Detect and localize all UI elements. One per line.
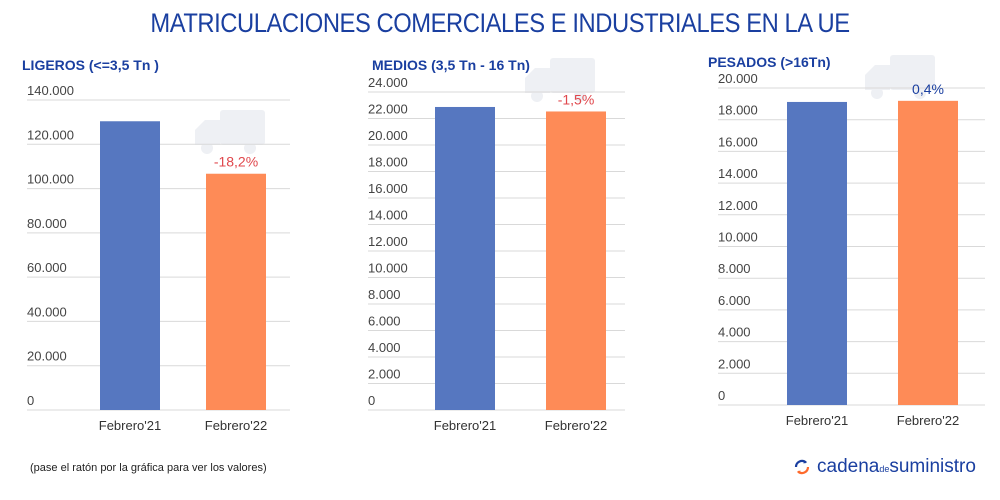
y-tick-label: 18.000 [718, 103, 758, 118]
y-tick-label: 0 [368, 393, 375, 408]
bar [100, 121, 160, 410]
x-tick-label: Febrero'21 [99, 418, 161, 433]
charts-area: LIGEROS (<=3,5 Tn ) 0 20.000 40.000 60.000 80… [22, 54, 985, 433]
y-tick-label: 6.000 [368, 314, 401, 329]
y-tick-label: 20.000 [27, 349, 67, 364]
y-tick-label: 0 [718, 388, 725, 403]
x-tick-label: Febrero'22 [897, 413, 959, 428]
logo-text-3: suministro [889, 456, 976, 477]
change-label: -1,5% [558, 91, 595, 107]
y-tick-label: 8.000 [718, 261, 751, 276]
y-tick-label: 0 [27, 393, 34, 408]
hover-note: (pase el ratón por la gráfica para ver l… [30, 462, 267, 474]
bar [787, 101, 847, 405]
y-tick-label: 60.000 [27, 260, 67, 275]
y-tick-label: 24.000 [368, 75, 408, 90]
y-tick-label: 40.000 [27, 304, 67, 319]
x-tick-label: Febrero'22 [545, 418, 607, 433]
y-tick-label: 2.000 [718, 356, 751, 371]
chart-title: LIGEROS (<=3,5 Tn ) [22, 57, 159, 73]
semi-truck-icon [865, 55, 935, 99]
y-tick-label: 80.000 [27, 216, 67, 231]
y-tick-label: 12.000 [718, 198, 758, 213]
y-tick-label: 8.000 [368, 287, 401, 302]
y-tick-label: 14.000 [718, 166, 758, 181]
logo-text-2: de [879, 464, 890, 474]
truck-icon [525, 58, 595, 102]
y-tick-label: 4.000 [368, 340, 401, 355]
y-tick-label: 100.000 [27, 172, 74, 187]
y-tick-label: 10.000 [718, 230, 758, 245]
y-tick-label: 6.000 [718, 293, 751, 308]
logo: cadenadesuministro [793, 456, 976, 478]
sync-arrows-icon [794, 459, 810, 475]
bar [546, 111, 606, 410]
x-tick-label: Febrero'22 [205, 418, 267, 433]
y-tick-label: 22.000 [368, 102, 408, 117]
y-tick-label: 120.000 [27, 127, 74, 142]
van-icon [195, 110, 265, 154]
y-tick-label: 10.000 [368, 261, 408, 276]
y-tick-label: 140.000 [27, 83, 74, 98]
change-label: 0,4% [912, 81, 944, 97]
y-tick-label: 12.000 [368, 234, 408, 249]
y-tick-label: 18.000 [368, 155, 408, 170]
x-tick-label: Febrero'21 [786, 413, 848, 428]
y-tick-label: 4.000 [718, 325, 751, 340]
x-tick-label: Febrero'21 [434, 418, 496, 433]
y-tick-label: 20.000 [718, 71, 758, 86]
y-tick-label: 14.000 [368, 208, 408, 223]
bar [206, 173, 266, 410]
y-tick-label: 16.000 [368, 181, 408, 196]
logo-text-1: cadena [817, 456, 880, 477]
change-label: -18,2% [214, 154, 258, 170]
chart-title: MEDIOS (3,5 Tn - 16 Tn) [372, 57, 530, 73]
bar [898, 100, 958, 405]
page-title: MATRICULACIONES COMERCIALES E INDUSTRIAL… [150, 8, 850, 38]
chart-title: PESADOS (>16Tn) [708, 54, 831, 70]
bar [435, 106, 495, 410]
y-tick-label: 16.000 [718, 134, 758, 149]
y-tick-label: 2.000 [368, 367, 401, 382]
y-tick-label: 20.000 [368, 128, 408, 143]
